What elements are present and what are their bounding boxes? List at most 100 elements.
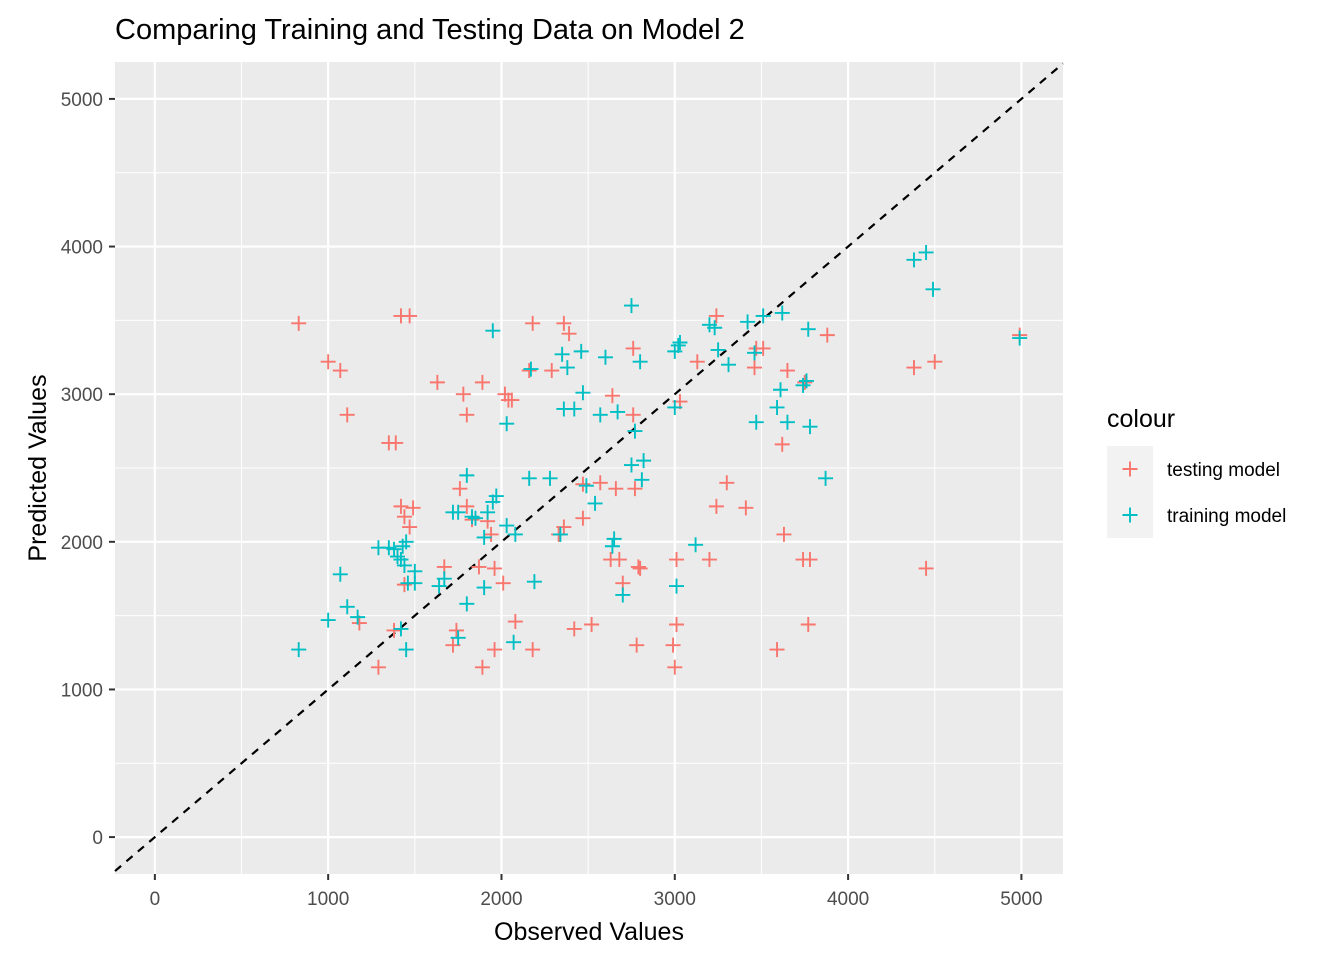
data-point [629, 637, 645, 653]
data-point [467, 510, 483, 526]
series-testing [291, 308, 1028, 675]
data-point [667, 399, 683, 415]
data-point [610, 404, 626, 420]
data-point [506, 634, 522, 650]
y-axis-label: Predicted Values [24, 374, 52, 561]
data-point [615, 587, 631, 603]
data-point [474, 374, 490, 390]
y-tick-label: 1000 [61, 680, 103, 701]
data-point [521, 470, 537, 486]
data-point [499, 518, 515, 534]
data-point [552, 526, 568, 542]
data-point [525, 315, 541, 331]
data-point [559, 360, 575, 376]
y-tick-label: 3000 [61, 385, 103, 406]
data-point [625, 340, 641, 356]
data-point [464, 509, 480, 525]
data-point [521, 363, 537, 379]
data-point [578, 478, 594, 494]
x-tick-label: 3000 [654, 889, 696, 910]
data-point [773, 382, 789, 398]
data-point [1012, 330, 1028, 346]
data-point [818, 470, 834, 486]
data-point [350, 609, 366, 625]
legend-entry-label: training model [1167, 506, 1286, 527]
data-point [802, 552, 818, 568]
data-point [797, 374, 813, 390]
data-point [799, 373, 815, 389]
data-point [542, 470, 558, 486]
legend: colour testing model training model [1107, 405, 1286, 538]
x-tick-label: 4000 [827, 889, 869, 910]
data-point [707, 320, 723, 336]
data-point [710, 342, 726, 358]
data-point [925, 281, 941, 297]
y-tick-label: 4000 [61, 238, 103, 259]
x-axis-label: Observed Values [494, 918, 684, 946]
data-point [476, 529, 492, 545]
data-point [632, 560, 648, 576]
data-point [499, 416, 515, 432]
y-tick-label: 5000 [61, 90, 103, 111]
data-point [402, 519, 418, 535]
data-point [738, 500, 754, 516]
data-point [636, 453, 652, 469]
data-point [800, 321, 816, 337]
data-point [488, 488, 504, 504]
series-training [291, 244, 1028, 658]
chart-title: Comparing Training and Testing Data on M… [115, 14, 745, 46]
data-point [592, 475, 608, 491]
data-point [452, 481, 468, 497]
data-point [339, 407, 355, 423]
data-point [575, 510, 591, 526]
legend-entry-label: testing model [1167, 460, 1280, 481]
data-point [474, 659, 490, 675]
data-point [507, 614, 523, 630]
data-point [755, 308, 771, 324]
data-point [393, 621, 409, 637]
data-point [396, 577, 412, 593]
data-point [597, 349, 613, 365]
data-point [561, 326, 577, 342]
data-point [485, 323, 501, 339]
data-point [320, 354, 336, 370]
data-point [402, 308, 418, 324]
data-point [566, 401, 582, 417]
data-point [672, 335, 688, 351]
data-point [455, 386, 471, 402]
data-point [606, 531, 622, 547]
data-point [927, 354, 943, 370]
data-point [755, 340, 771, 356]
data-point [525, 642, 541, 658]
data-point [584, 616, 600, 632]
data-point [526, 574, 542, 590]
x-tick-label: 5000 [1000, 889, 1042, 910]
data-point [471, 559, 487, 575]
data-point [556, 315, 572, 331]
x-axis-ticks: 0 1000 2000 3000 4000 5000 [150, 874, 1043, 910]
data-point [689, 354, 705, 370]
data-point [802, 419, 818, 435]
data-point [634, 472, 650, 488]
data-point [774, 436, 790, 452]
data-point [604, 388, 620, 404]
data-point [769, 642, 785, 658]
data-point [918, 560, 934, 576]
data-point [701, 552, 717, 568]
data-point [480, 504, 496, 520]
data-point [669, 578, 685, 594]
data-point [459, 467, 475, 483]
data-point [608, 481, 624, 497]
x-tick-label: 0 [150, 889, 161, 910]
data-point [450, 630, 466, 646]
data-point [665, 637, 681, 653]
data-point [320, 612, 336, 628]
data-point [670, 337, 686, 353]
data-point [708, 308, 724, 324]
major-gridlines [115, 62, 1063, 874]
data-point [776, 526, 792, 542]
data-point [554, 346, 570, 362]
data-point [587, 495, 603, 511]
data-point [386, 622, 402, 638]
data-point [332, 566, 348, 582]
